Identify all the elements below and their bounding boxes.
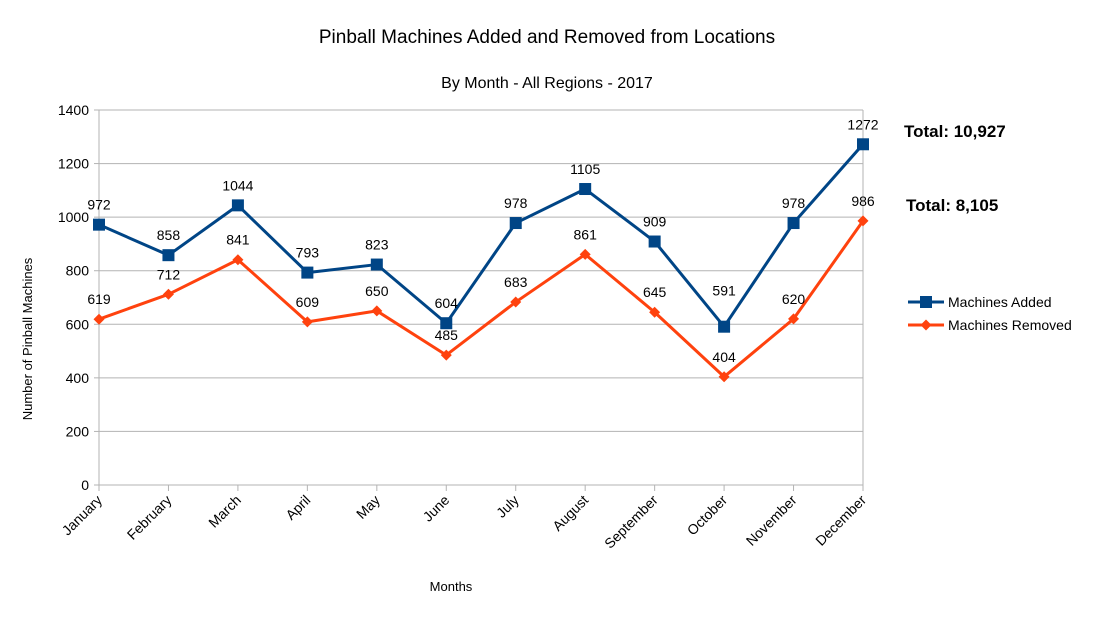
data-label: 619 — [87, 291, 111, 307]
data-label: 858 — [157, 227, 181, 243]
x-tick-label: May — [353, 492, 383, 522]
data-point — [440, 317, 453, 330]
data-label: 823 — [365, 237, 389, 253]
data-point — [231, 199, 244, 212]
legend-label: Machines Added — [948, 294, 1052, 310]
data-point — [579, 248, 591, 260]
totals: Total: 10,927 Total: 8,105 — [904, 122, 1006, 215]
data-label: 712 — [157, 266, 181, 282]
data-point — [301, 266, 314, 279]
data-point — [301, 316, 313, 328]
x-tick-label: March — [205, 492, 244, 531]
data-point — [857, 215, 869, 227]
x-tick-label: January — [59, 492, 106, 539]
total-label: Total: 10,927 — [904, 122, 1006, 141]
data-label: 485 — [435, 327, 459, 343]
legend-marker — [920, 296, 932, 308]
data-label: 978 — [782, 195, 806, 211]
x-tick-label: December — [812, 492, 869, 549]
data-label: 604 — [435, 295, 459, 311]
y-tick-label: 600 — [66, 316, 90, 332]
y-tick-labels: 0 200 400 600 800 1000 1200 1400 — [58, 102, 89, 493]
data-label: 650 — [365, 283, 389, 299]
y-tick-label: 800 — [66, 263, 90, 279]
x-tick-label: August — [549, 492, 591, 534]
data-point — [649, 306, 661, 318]
series-line-removed — [98, 220, 865, 379]
data-label: 909 — [643, 214, 667, 230]
y-tick-label: 1200 — [58, 156, 89, 172]
y-tick-label: 1400 — [58, 102, 89, 118]
y-tick-label: 0 — [81, 477, 89, 493]
x-tick-label: October — [684, 492, 731, 539]
y-tick-label: 400 — [66, 370, 90, 386]
series-group — [93, 138, 869, 383]
data-label: 683 — [504, 274, 528, 290]
y-tick-label: 200 — [66, 423, 90, 439]
data-label: 1105 — [570, 161, 600, 177]
data-point — [857, 138, 869, 151]
x-tick-label: November — [743, 492, 800, 549]
data-point — [371, 305, 383, 317]
data-point — [510, 296, 522, 308]
data-label: 620 — [782, 291, 806, 307]
data-label: 972 — [87, 197, 111, 213]
x-tick-label: September — [601, 492, 661, 552]
data-point — [579, 183, 592, 196]
gridlines — [99, 109, 864, 485]
axes — [94, 109, 864, 491]
data-point — [718, 320, 731, 333]
x-tick-label: July — [493, 492, 522, 521]
data-label: 1044 — [222, 177, 253, 193]
data-label: 1272 — [847, 116, 878, 132]
x-tick-label: February — [124, 492, 175, 543]
data-point — [162, 249, 175, 262]
data-label: 591 — [712, 283, 736, 299]
data-point — [718, 371, 730, 383]
x-tick-label: June — [420, 492, 453, 525]
chart-title: Pinball Machines Added and Removed from … — [319, 27, 775, 48]
data-label: 404 — [712, 349, 736, 365]
data-label: 793 — [296, 245, 320, 261]
data-point — [93, 218, 105, 231]
data-point — [648, 235, 661, 248]
data-label: 986 — [851, 193, 875, 209]
data-point — [440, 349, 452, 361]
data-label: 861 — [574, 226, 598, 242]
x-tick-label: April — [282, 492, 313, 523]
chart-subtitle: By Month - All Regions - 2017 — [441, 75, 653, 92]
data-point — [232, 254, 244, 266]
legend-label: Machines Removed — [948, 317, 1072, 333]
x-axis-title: Months — [430, 579, 473, 594]
legend: Machines Added Machines Removed — [908, 294, 1072, 333]
data-point — [509, 217, 522, 230]
data-labels: 972 858 1044 793 823 604 978 1105 909 591 978 1272 6… — [87, 116, 878, 364]
y-axis-title: Number of Pinball Machines — [20, 257, 35, 420]
total-label: Total: 8,105 — [906, 196, 998, 215]
legend-marker — [920, 319, 932, 331]
x-tick-labels: January February March April May June July Augu… — [59, 492, 870, 552]
series-line-added — [98, 143, 865, 329]
data-point — [93, 313, 105, 325]
data-label: 841 — [226, 232, 250, 248]
data-label: 609 — [296, 294, 320, 310]
data-point — [787, 217, 800, 230]
data-point — [788, 313, 800, 325]
data-label: 645 — [643, 284, 667, 300]
data-point — [162, 288, 174, 300]
y-tick-label: 1000 — [58, 209, 89, 225]
data-label: 978 — [504, 195, 528, 211]
data-point — [370, 258, 383, 271]
